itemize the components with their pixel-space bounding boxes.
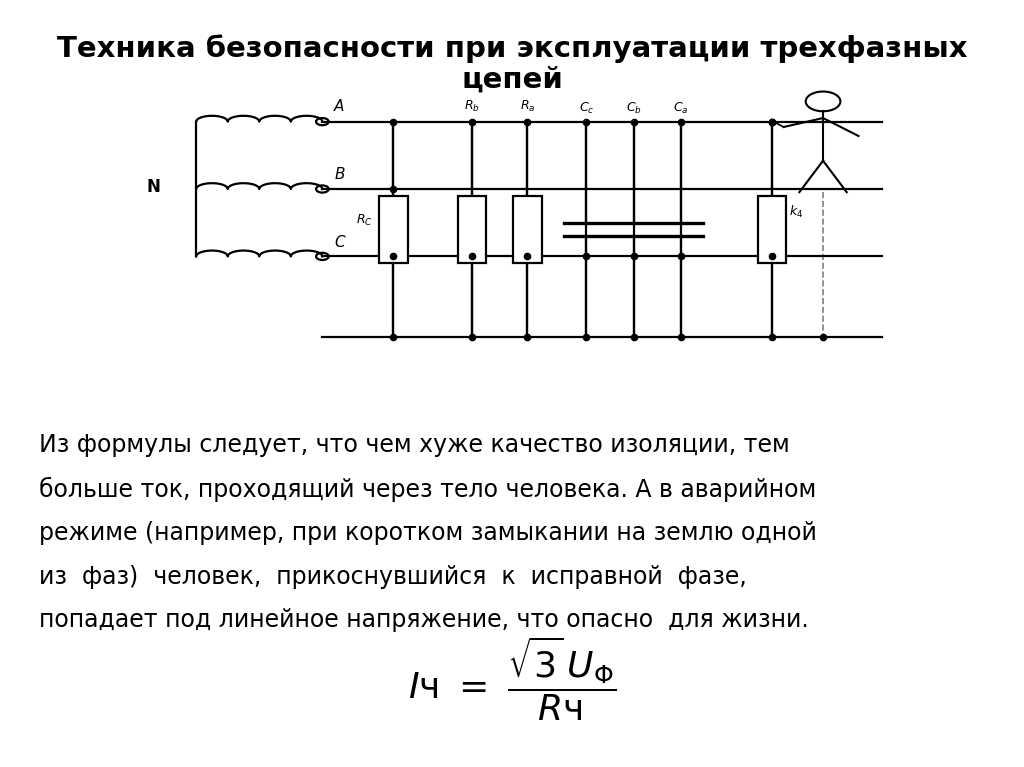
Text: Из формулы следует, что чем хуже качество изоляции, тем: Из формулы следует, что чем хуже качеств… [39,433,790,457]
Text: $C_b$: $C_b$ [626,101,642,117]
Text: цепей: цепей [461,65,563,94]
Bar [513,196,542,263]
Text: режиме (например, при коротком замыкании на землю одной: режиме (например, при коротком замыкании… [39,521,817,545]
Text: $\mathit{I}$ч $=$ $\dfrac{\sqrt{3}\,U_{\Phi}}{R\text{ч}}$: $\mathit{I}$ч $=$ $\dfrac{\sqrt{3}\,U_{\… [408,634,616,723]
Text: $k_4$: $k_4$ [790,203,804,219]
Text: из  фаз)  человек,  прикоснувшийся  к  исправной  фазе,: из фаз) человек, прикоснувшийся к исправ… [39,565,746,588]
Text: B: B [334,167,345,183]
Text: $R_b$: $R_b$ [464,98,480,114]
Text: A: A [334,98,344,114]
Bar [458,196,486,263]
Text: $R_a$: $R_a$ [519,98,536,114]
Text: C: C [334,235,345,250]
Text: больше ток, проходящий через тело человека. А в аварийном: больше ток, проходящий через тело челове… [39,477,816,502]
Text: $C_a$: $C_a$ [674,101,689,117]
Bar [379,196,408,263]
Bar [758,196,786,263]
Text: $R_C$: $R_C$ [356,213,373,228]
Text: N: N [146,178,161,196]
Text: Техника безопасности при эксплуатации трехфазных: Техника безопасности при эксплуатации тр… [56,35,968,63]
Text: $C_c$: $C_c$ [579,101,594,117]
Text: попадает под линейное напряжение, что опасно  для жизни.: попадает под линейное напряжение, что оп… [39,608,809,632]
